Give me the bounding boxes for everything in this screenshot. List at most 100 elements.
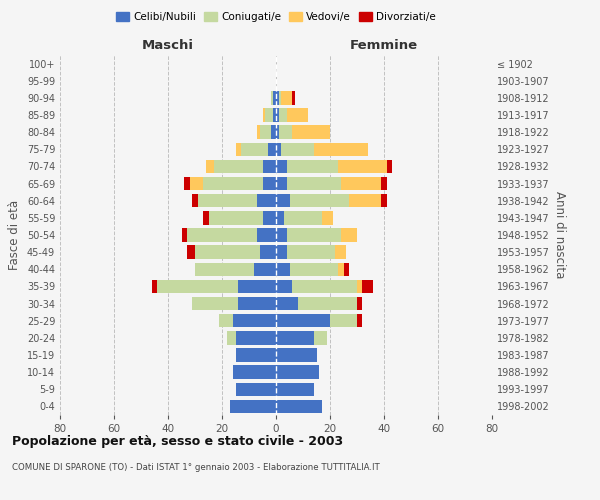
Bar	[263, 108, 265, 122]
Bar	[268, 142, 276, 156]
Bar	[182, 228, 187, 241]
Bar	[276, 228, 287, 241]
Bar	[281, 142, 314, 156]
Bar	[230, 400, 276, 413]
Bar	[290, 194, 349, 207]
Bar	[341, 177, 382, 190]
Bar	[338, 262, 343, 276]
Bar	[287, 246, 335, 259]
Bar	[190, 177, 203, 190]
Bar	[314, 142, 368, 156]
Y-axis label: Anni di nascita: Anni di nascita	[553, 192, 566, 278]
Bar	[278, 108, 287, 122]
Bar	[382, 177, 386, 190]
Bar	[276, 382, 314, 396]
Bar	[298, 297, 357, 310]
Bar	[233, 314, 276, 328]
Bar	[357, 314, 362, 328]
Bar	[330, 314, 357, 328]
Bar	[341, 228, 357, 241]
Bar	[254, 262, 276, 276]
Bar	[276, 331, 314, 344]
Bar	[187, 246, 195, 259]
Bar	[195, 262, 254, 276]
Bar	[203, 177, 263, 190]
Text: Popolazione per età, sesso e stato civile - 2003: Popolazione per età, sesso e stato civil…	[12, 435, 343, 448]
Bar	[235, 142, 241, 156]
Bar	[235, 331, 276, 344]
Bar	[362, 280, 373, 293]
Bar	[271, 126, 276, 139]
Bar	[235, 382, 276, 396]
Bar	[203, 211, 209, 224]
Bar	[238, 280, 276, 293]
Bar	[287, 228, 341, 241]
Bar	[263, 177, 276, 190]
Bar	[209, 211, 263, 224]
Bar	[292, 280, 357, 293]
Bar	[278, 126, 292, 139]
Bar	[284, 211, 322, 224]
Bar	[184, 177, 190, 190]
Bar	[260, 246, 276, 259]
Bar	[276, 211, 284, 224]
Legend: Celibi/Nubili, Coniugati/e, Vedovi/e, Divorziati/e: Celibi/Nubili, Coniugati/e, Vedovi/e, Di…	[112, 8, 440, 26]
Bar	[276, 142, 281, 156]
Bar	[198, 194, 257, 207]
Text: COMUNE DI SPARONE (TO) - Dati ISTAT 1° gennaio 2003 - Elaborazione TUTTITALIA.IT: COMUNE DI SPARONE (TO) - Dati ISTAT 1° g…	[12, 462, 380, 471]
Y-axis label: Fasce di età: Fasce di età	[8, 200, 21, 270]
Bar	[292, 91, 295, 104]
Bar	[274, 108, 276, 122]
Bar	[274, 91, 276, 104]
Bar	[276, 91, 278, 104]
Bar	[235, 348, 276, 362]
Bar	[276, 314, 330, 328]
Bar	[276, 246, 287, 259]
Bar	[382, 194, 386, 207]
Bar	[292, 126, 330, 139]
Bar	[257, 126, 260, 139]
Bar	[276, 177, 287, 190]
Bar	[314, 331, 328, 344]
Bar	[157, 280, 238, 293]
Bar	[187, 228, 257, 241]
Bar	[238, 297, 276, 310]
Bar	[206, 160, 214, 173]
Bar	[276, 108, 278, 122]
Bar	[241, 142, 268, 156]
Bar	[276, 400, 322, 413]
Bar	[276, 262, 290, 276]
Bar	[257, 228, 276, 241]
Bar	[263, 211, 276, 224]
Bar	[227, 331, 235, 344]
Text: Maschi: Maschi	[142, 38, 194, 52]
Bar	[343, 262, 349, 276]
Bar	[220, 314, 233, 328]
Bar	[192, 194, 198, 207]
Bar	[192, 297, 238, 310]
Bar	[271, 91, 274, 104]
Bar	[257, 194, 276, 207]
Bar	[290, 262, 338, 276]
Bar	[276, 280, 292, 293]
Bar	[276, 126, 278, 139]
Bar	[322, 211, 332, 224]
Bar	[233, 366, 276, 379]
Bar	[335, 246, 346, 259]
Bar	[276, 348, 317, 362]
Bar	[387, 160, 392, 173]
Bar	[265, 108, 274, 122]
Bar	[276, 194, 290, 207]
Bar	[287, 160, 338, 173]
Bar	[278, 91, 281, 104]
Bar	[357, 297, 362, 310]
Bar	[338, 160, 387, 173]
Bar	[276, 160, 287, 173]
Bar	[287, 108, 308, 122]
Bar	[349, 194, 382, 207]
Bar	[152, 280, 157, 293]
Bar	[260, 126, 271, 139]
Bar	[214, 160, 263, 173]
Bar	[287, 177, 341, 190]
Text: Femmine: Femmine	[350, 38, 418, 52]
